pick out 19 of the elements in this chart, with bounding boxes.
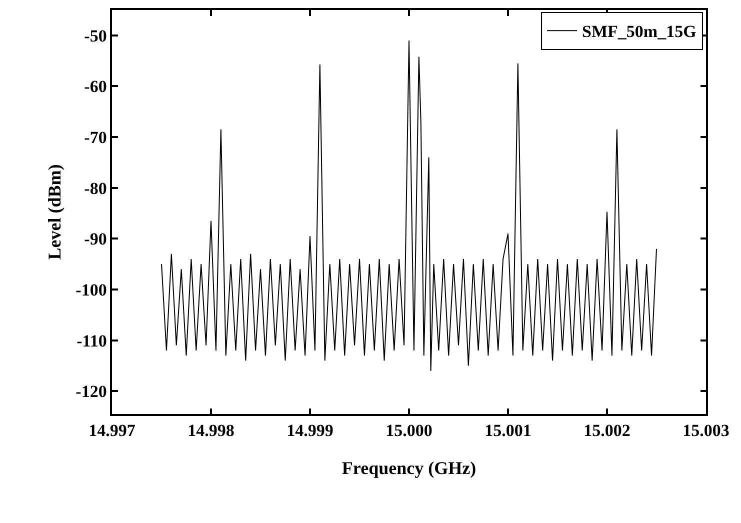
y-tick-label: -50 (84, 26, 107, 46)
x-tick-label: 14.998 (188, 421, 234, 440)
x-tick-label: 15.001 (484, 421, 532, 440)
x-axis-title: Frequency (GHz) (342, 458, 476, 478)
y-tick-label: -120 (76, 382, 107, 402)
y-tick-label: -90 (84, 230, 107, 249)
x-tick-label: 14.999 (286, 421, 334, 440)
y-tick-label: -100 (76, 280, 107, 300)
x-tick-label: 14.997 (88, 421, 136, 440)
y-tick-label: -110 (76, 331, 107, 350)
x-tick-label: 15.000 (386, 421, 432, 440)
x-tick-label: 15.003 (682, 421, 730, 440)
y-tick-label: -70 (84, 128, 107, 147)
y-axis-title: Level (dBm) (44, 164, 64, 260)
line-series (161, 40, 657, 372)
legend-label: SMF_50m_15G (582, 22, 696, 42)
y-tick-label: -60 (84, 77, 107, 96)
y-tick-label: -80 (84, 178, 107, 198)
x-tick-label: 15.002 (584, 421, 630, 440)
